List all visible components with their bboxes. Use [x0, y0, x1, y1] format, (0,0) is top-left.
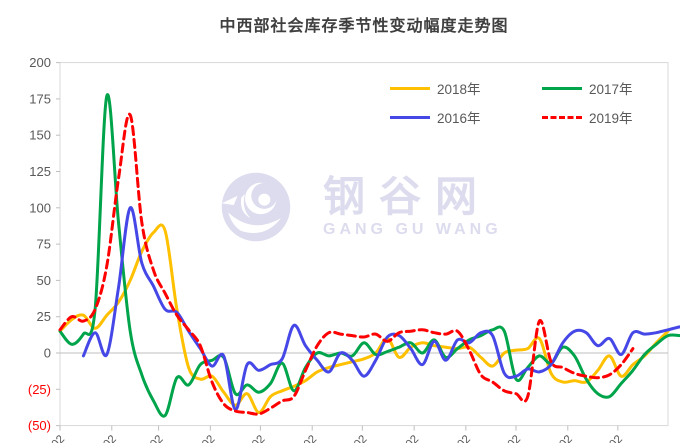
y-axis-label: 75	[37, 237, 51, 252]
x-axis-label: 2019-02-02	[69, 433, 119, 443]
x-axis-label: 2019-11-02	[525, 433, 574, 443]
legend-label: 2017年	[589, 82, 633, 97]
legend-label: 2016年	[437, 111, 481, 126]
page-title: 中西部社会库存季节性变动幅度走势图	[219, 18, 509, 35]
legend-item-2016年: 2016年	[390, 107, 542, 127]
x-axis-label: 2019-03-02	[116, 433, 166, 443]
legend-swatch-icon	[390, 86, 430, 90]
legend-label: 2018年	[437, 82, 481, 97]
x-axis-label: 2019-12-02	[575, 433, 625, 443]
legend-item-2019年: 2019年	[542, 107, 633, 127]
series-line-2016年	[81, 206, 680, 412]
y-axis-label: (50)	[28, 418, 51, 433]
legend-item-2017年: 2017年	[542, 78, 633, 98]
y-axis-label: (25)	[28, 382, 51, 397]
y-axis-label: 175	[29, 91, 51, 106]
y-axis-label: 150	[29, 128, 51, 143]
chart-legend: 2018年 2017年 2016年 2019年	[390, 78, 633, 127]
x-axis-label: 2019-06-02	[269, 433, 319, 443]
x-axis-label: 2019-05-02	[217, 433, 267, 443]
series-line-2018年	[58, 223, 670, 414]
x-axis-label: 2019-10-02	[473, 433, 523, 443]
x-axis-label: 2019-09-02	[423, 433, 473, 443]
legend-swatch-icon	[542, 115, 582, 119]
y-axis-label: 100	[29, 200, 51, 215]
y-axis-label: 25	[37, 309, 51, 324]
y-axis-label: 0	[44, 346, 51, 361]
x-axis-label: 2019-04-02	[167, 433, 217, 443]
legend-item-2018年: 2018年	[390, 78, 542, 98]
legend-swatch-icon	[390, 115, 430, 119]
legend-swatch-icon	[542, 86, 582, 90]
legend-label: 2019年	[589, 111, 633, 126]
x-axis-label: 2019-01-02	[17, 433, 67, 443]
y-axis-label: 125	[29, 164, 51, 179]
x-axis-label: 2019-07-02	[319, 433, 369, 443]
series-line-2017年	[58, 93, 680, 418]
series-line-2019年	[58, 112, 635, 416]
x-axis-label: 2019-08-02	[371, 433, 421, 443]
y-axis-label: 50	[37, 273, 51, 288]
y-axis-label: 200	[29, 55, 51, 70]
